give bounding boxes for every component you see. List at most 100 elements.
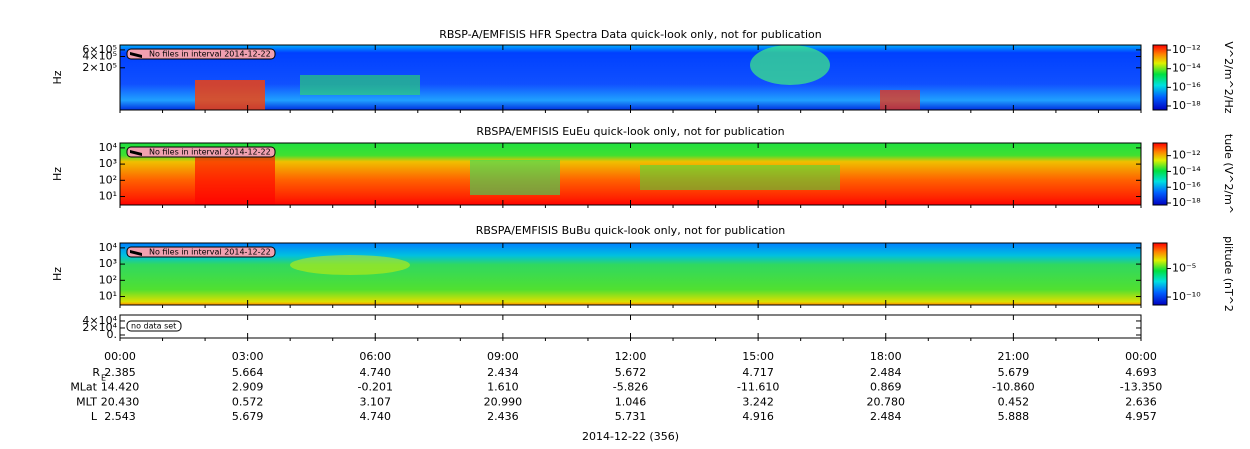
colorbar <box>1152 44 1168 111</box>
ephemeris-value: 2.385 <box>104 366 136 379</box>
panel-title: RBSP-A/EMFISIS HFR Spectra Data quick-lo… <box>439 28 822 41</box>
ephemeris-value: 4.693 <box>1125 366 1157 379</box>
y-tick-label: 6×10⁵ <box>82 43 117 56</box>
y-tick-label: 4×10⁵ <box>82 49 117 62</box>
ephemeris-value: 4.957 <box>1125 410 1157 423</box>
colorbar-tick-label: 10⁻¹⁶ <box>1172 180 1201 193</box>
colorbar-tick-label: 10⁻¹⁸ <box>1172 99 1201 112</box>
colorbar-tick-label: 10⁻¹² <box>1172 43 1201 56</box>
colorbar-tick-label: 10⁻¹⁴ <box>1172 62 1201 75</box>
x-tick-label: 00:00 <box>1125 350 1157 363</box>
ephemeris-value: 14.420 <box>101 381 140 394</box>
note: no data set <box>126 320 182 332</box>
y-tick-label: 10¹ <box>99 190 117 203</box>
ephemeris-subscript: E <box>101 374 106 383</box>
ephemeris-value: 0.572 <box>232 395 264 408</box>
x-tick-label: 09:00 <box>487 350 519 363</box>
colorbar-tick-label: 10⁻¹⁴ <box>1172 164 1201 177</box>
ephemeris-value: 2.484 <box>870 366 902 379</box>
ephemeris-value: 2.909 <box>232 381 264 394</box>
ephemeris-value: -11.610 <box>737 381 779 394</box>
x-axis-label: 2014-12-22 (356) <box>582 430 679 443</box>
spectrogram-image <box>120 45 1141 305</box>
note-text: No files in interval 2014-12-22 <box>149 248 271 257</box>
ephemeris-value: 0.869 <box>870 381 902 394</box>
note-icon <box>130 150 142 156</box>
colorbar <box>1152 242 1168 306</box>
colorbar-tick-label: 10⁻¹⁸ <box>1172 196 1201 209</box>
colorbar-label: tude (V^2/m^ <box>1222 134 1235 214</box>
colorbar <box>1152 142 1168 206</box>
ephemeris-value: 2.436 <box>487 410 519 423</box>
ephemeris-label: MLT <box>76 395 97 408</box>
ephemeris-value: 5.731 <box>615 410 647 423</box>
y-tick-label: 4×10⁴ <box>82 314 117 327</box>
ephemeris-value: 4.740 <box>360 410 392 423</box>
ephemeris-value: 2.484 <box>870 410 902 423</box>
x-tick-label: 18:00 <box>870 350 902 363</box>
ephemeris-value: 20.780 <box>867 395 906 408</box>
y-tick-label: 10⁴ <box>99 141 118 154</box>
ephemeris-value: 2.434 <box>487 366 519 379</box>
note-text: no data set <box>131 322 176 331</box>
ephemeris-value: 3.107 <box>360 395 392 408</box>
ephemeris-value: 20.990 <box>484 395 523 408</box>
x-tick-label: 06:00 <box>359 350 391 363</box>
y-tick-label: 2×10⁴ <box>82 321 117 334</box>
ephemeris-value: 5.888 <box>998 410 1030 423</box>
colorbar-tick-label: 10⁻¹² <box>1172 149 1201 162</box>
note-text: No files in interval 2014-12-22 <box>149 50 271 59</box>
x-tick-label: 21:00 <box>998 350 1030 363</box>
y-tick-label: 0. <box>107 328 118 341</box>
x-tick-label: 12:00 <box>615 350 647 363</box>
y-tick-label: 2×10⁵ <box>82 61 117 74</box>
note: No files in interval 2014-12-22 <box>126 146 276 158</box>
x-tick-label: 15:00 <box>742 350 774 363</box>
ephemeris-value: 5.679 <box>232 410 264 423</box>
y-tick-label: 10² <box>99 273 117 286</box>
y-tick-label: 10¹ <box>99 290 117 303</box>
note: No files in interval 2014-12-22 <box>126 48 276 60</box>
note-box <box>126 320 182 332</box>
ephemeris-value: 4.717 <box>742 366 774 379</box>
y-tick-label: 10³ <box>99 157 117 170</box>
plot-area <box>120 315 1141 338</box>
colorbar-tick-label: 10⁻⁵ <box>1172 262 1196 275</box>
colorbar-tick-label: 10⁻¹⁶ <box>1172 80 1201 93</box>
ephemeris-label: L <box>91 410 98 423</box>
ephemeris-value: -0.201 <box>358 381 393 394</box>
note-text: No files in interval 2014-12-22 <box>149 148 271 157</box>
panel-title: RBSPA/EMFISIS EuEu quick-look only, not … <box>476 125 784 138</box>
y-axis-label: Hz <box>51 70 64 84</box>
note-icon <box>130 52 142 58</box>
ephemeris-value: 5.679 <box>998 366 1030 379</box>
note-box <box>126 48 276 60</box>
x-tick-label: 03:00 <box>232 350 264 363</box>
ephemeris-value: 4.916 <box>742 410 774 423</box>
colorbar-label: plitude (nT^2 <box>1222 236 1235 312</box>
ephemeris-value: 1.046 <box>615 395 647 408</box>
ephemeris-label: MLat <box>70 381 97 394</box>
ephemeris-value: 20.430 <box>101 395 140 408</box>
ephemeris-value: -10.860 <box>992 381 1034 394</box>
ephemeris-value: 4.740 <box>360 366 392 379</box>
ephemeris-value: -5.826 <box>613 381 648 394</box>
ephemeris-label: R <box>92 366 100 379</box>
ephemeris-value: 5.672 <box>615 366 647 379</box>
colorbar-label: V^2/m^2/Hz <box>1222 41 1235 113</box>
panel-title: RBSPA/EMFISIS BuBu quick-look only, not … <box>476 224 786 237</box>
ephemeris-value: 0.452 <box>998 395 1030 408</box>
note: No files in interval 2014-12-22 <box>126 246 276 258</box>
y-tick-label: 10² <box>99 173 117 186</box>
ephemeris-value: -13.350 <box>1120 381 1162 394</box>
y-tick-label: 10⁴ <box>99 241 118 254</box>
ephemeris-value: 1.610 <box>487 381 519 394</box>
y-tick-label: 10³ <box>99 257 117 270</box>
note-icon <box>130 250 142 256</box>
note-box <box>126 246 276 258</box>
ephemeris-value: 3.242 <box>742 395 774 408</box>
x-tick-label: 00:00 <box>104 350 136 363</box>
y-axis-label: Hz <box>51 267 64 281</box>
ephemeris-value: 5.664 <box>232 366 264 379</box>
